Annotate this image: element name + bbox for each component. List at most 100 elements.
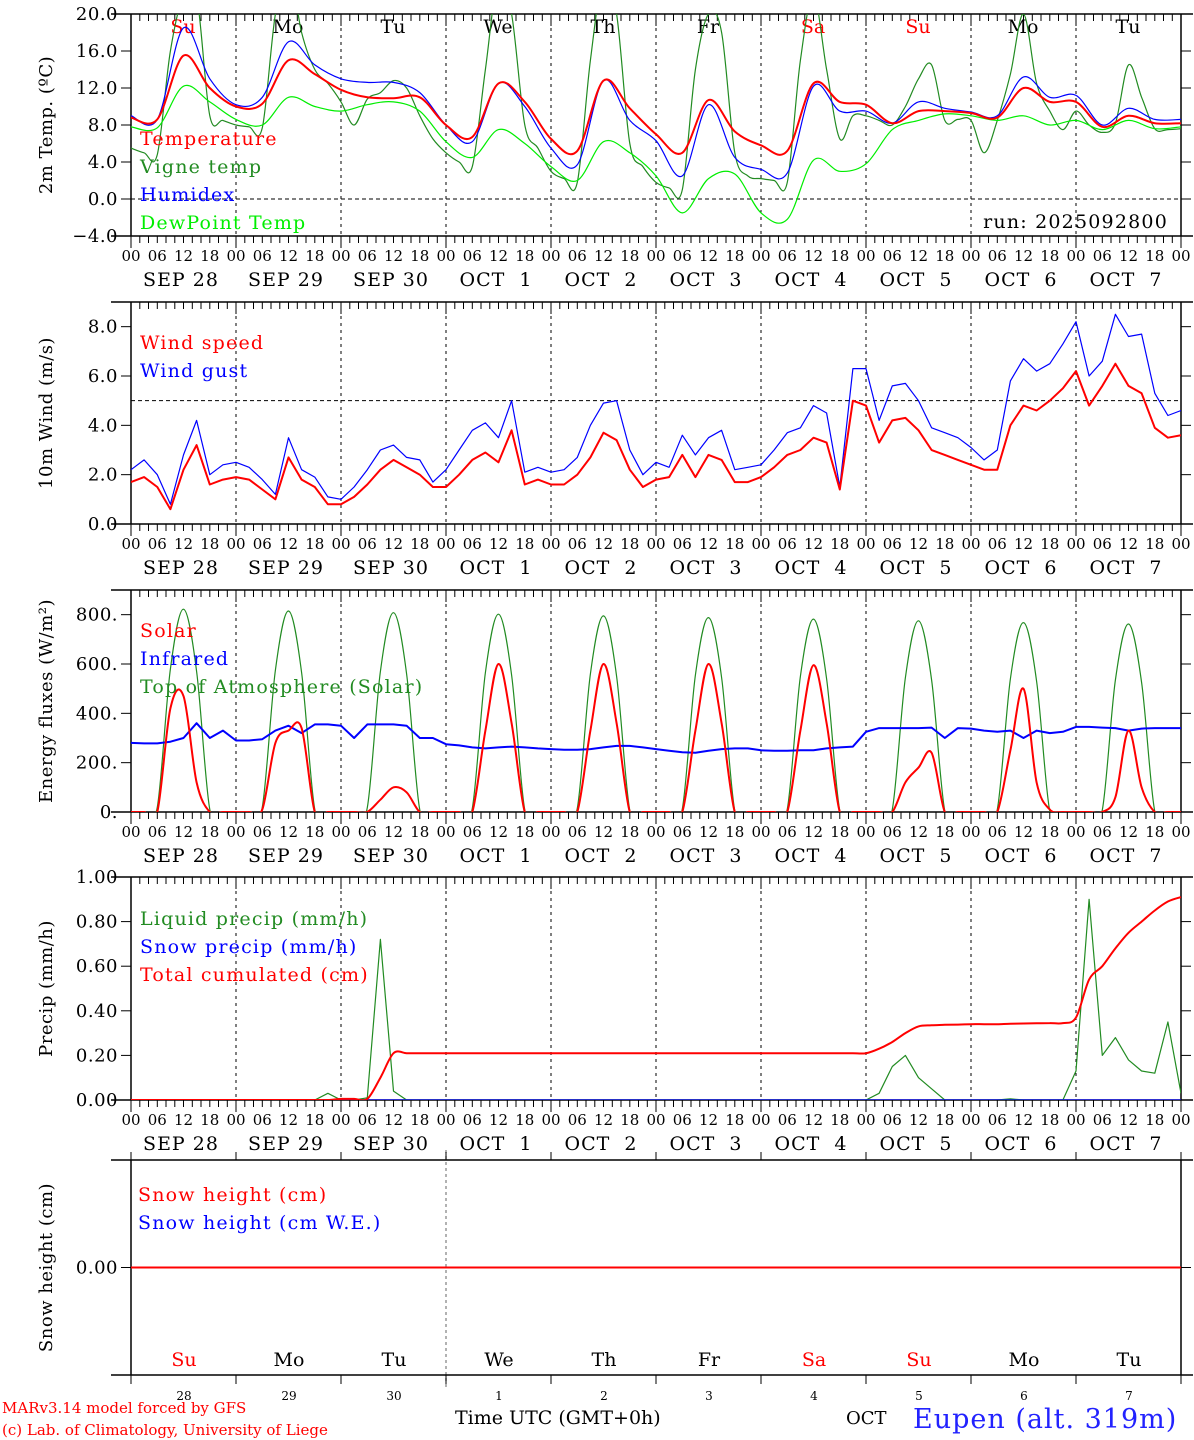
- hour-tick-label: 00: [436, 1111, 455, 1129]
- day-name-label: Su: [171, 1349, 196, 1371]
- date-label: OCT 4: [775, 557, 848, 579]
- hour-tick-label: 12: [594, 535, 613, 553]
- hour-tick-label: 00: [961, 535, 980, 553]
- hour-tick-label: 12: [489, 535, 508, 553]
- hour-tick-label: 06: [988, 1111, 1007, 1129]
- hour-tick-label: 12: [909, 823, 928, 841]
- date-label: SEP 28: [143, 1133, 219, 1155]
- hour-tick-label: 00: [436, 535, 455, 553]
- y-tick-label: 8.0: [88, 317, 118, 338]
- date-label: OCT 4: [775, 269, 848, 291]
- hour-tick-label: 00: [961, 1111, 980, 1129]
- legend-entry: Humidex: [140, 184, 235, 206]
- hour-tick-label: 12: [804, 823, 823, 841]
- date-label: SEP 29: [248, 845, 324, 867]
- y-tick-label: 4.0: [88, 415, 118, 436]
- hour-tick-label: 06: [463, 1111, 482, 1129]
- hour-tick-label: 06: [148, 823, 167, 841]
- hour-tick-label: 12: [1014, 247, 1033, 265]
- hour-tick-label: 06: [778, 247, 797, 265]
- y-tick-label: 0.40: [76, 1001, 118, 1022]
- date-label: OCT 5: [880, 845, 953, 867]
- hour-tick-label: 18: [200, 823, 219, 841]
- y-tick-label: 12.0: [76, 78, 118, 99]
- hour-tick-label: 12: [279, 1111, 298, 1129]
- hour-tick-label: 06: [778, 535, 797, 553]
- date-label: OCT 7: [1090, 845, 1163, 867]
- hour-tick-label: 06: [253, 1111, 272, 1129]
- hour-tick-label: 06: [358, 247, 377, 265]
- hour-tick-label: 18: [935, 535, 954, 553]
- date-label: SEP 29: [248, 269, 324, 291]
- hour-tick-label: 18: [725, 823, 744, 841]
- day-name-label: Mo: [274, 1349, 305, 1371]
- panel-5: Su 28 Mo 29 Tu 30 We 1 Th 2 Fr 3 Sa 4 Su 5 Mo 6 Tu 7 0.00 Sno…: [36, 1150, 1193, 1403]
- series-group: [131, 313, 1181, 511]
- hour-tick-label: 00: [226, 535, 245, 553]
- date-label: OCT 1: [460, 557, 533, 579]
- date-label: OCT 4: [775, 845, 848, 867]
- date-label: SEP 30: [353, 845, 429, 867]
- hour-tick-label: 06: [568, 247, 587, 265]
- hour-tick-label: 12: [174, 535, 193, 553]
- hour-tick-label: 12: [699, 535, 718, 553]
- hour-tick-label: 06: [463, 535, 482, 553]
- hour-tick-label: 12: [1119, 1111, 1138, 1129]
- y-axis-title: Energy fluxes (W/m²): [36, 599, 57, 803]
- panel-1: 00 06 12 18 00 06 12 18 00 06 12 18 00 06 12 18 00 06 12 18…: [36, 4, 1193, 291]
- hour-tick-label: 12: [384, 1111, 403, 1129]
- hour-tick-label: 00: [541, 535, 560, 553]
- hour-tick-label: 06: [148, 1111, 167, 1129]
- day-name-label: Fr: [698, 1349, 721, 1371]
- hour-tick-label: 12: [174, 247, 193, 265]
- day-name-label: Tu: [381, 16, 406, 38]
- hour-tick-label: 00: [226, 247, 245, 265]
- date-label: SEP 30: [353, 269, 429, 291]
- hour-tick-label: 06: [358, 823, 377, 841]
- y-axis-title: Precip (mm/h): [36, 920, 57, 1057]
- y-tick-label: 800.: [76, 605, 118, 626]
- hour-tick-label: 06: [673, 247, 692, 265]
- date-label: OCT 5: [880, 269, 953, 291]
- day-name-label: Tu: [1116, 16, 1141, 38]
- hour-tick-label: 06: [253, 823, 272, 841]
- hour-tick-label: 00: [1171, 535, 1190, 553]
- hour-tick-label: 00: [226, 1111, 245, 1129]
- hour-tick-label: 00: [1066, 1111, 1085, 1129]
- hour-tick-label: 12: [1119, 247, 1138, 265]
- day-number-label: 30: [386, 1389, 401, 1403]
- y-tick-label: 0.00: [76, 1090, 118, 1111]
- day-name-label: Tu: [1117, 1349, 1142, 1371]
- day-name-label: Tu: [382, 1349, 407, 1371]
- hour-tick-label: 00: [541, 823, 560, 841]
- date-label: OCT 7: [1090, 557, 1163, 579]
- y-tick-label: 0.60: [76, 956, 118, 977]
- date-label: OCT 3: [670, 845, 743, 867]
- hour-tick-label: 06: [1093, 535, 1112, 553]
- legend-entry: Snow height (cm): [138, 1184, 327, 1206]
- y-tick-label: 2.0: [88, 465, 118, 486]
- footer-model: MARv3.14 model forced by GFS: [2, 1399, 246, 1417]
- y-tick-label: −4.0: [72, 226, 118, 247]
- hour-tick-label: 18: [1040, 535, 1059, 553]
- hour-tick-label: 06: [253, 535, 272, 553]
- hour-tick-label: 18: [830, 823, 849, 841]
- hour-tick-label: 06: [463, 823, 482, 841]
- hour-tick-label: 12: [174, 1111, 193, 1129]
- hour-tick-label: 18: [515, 535, 534, 553]
- legend-entry: Wind gust: [140, 360, 248, 382]
- date-label: OCT 1: [460, 1133, 533, 1155]
- hour-tick-label: 00: [751, 535, 770, 553]
- y-tick-label: 0.: [100, 802, 118, 823]
- legend-entry: Top of Atmosphere (Solar): [140, 676, 423, 698]
- series-line-wind-speed: [131, 362, 1181, 511]
- day-name-label: Su: [906, 1349, 931, 1371]
- hour-tick-label: 12: [1119, 535, 1138, 553]
- hour-tick-label: 00: [121, 247, 140, 265]
- day-name-label: Su: [170, 16, 195, 38]
- hour-tick-label: 06: [358, 535, 377, 553]
- legend-entry: DewPoint Temp: [140, 212, 306, 234]
- hour-tick-label: 00: [856, 247, 875, 265]
- y-tick-label: 6.0: [88, 366, 118, 387]
